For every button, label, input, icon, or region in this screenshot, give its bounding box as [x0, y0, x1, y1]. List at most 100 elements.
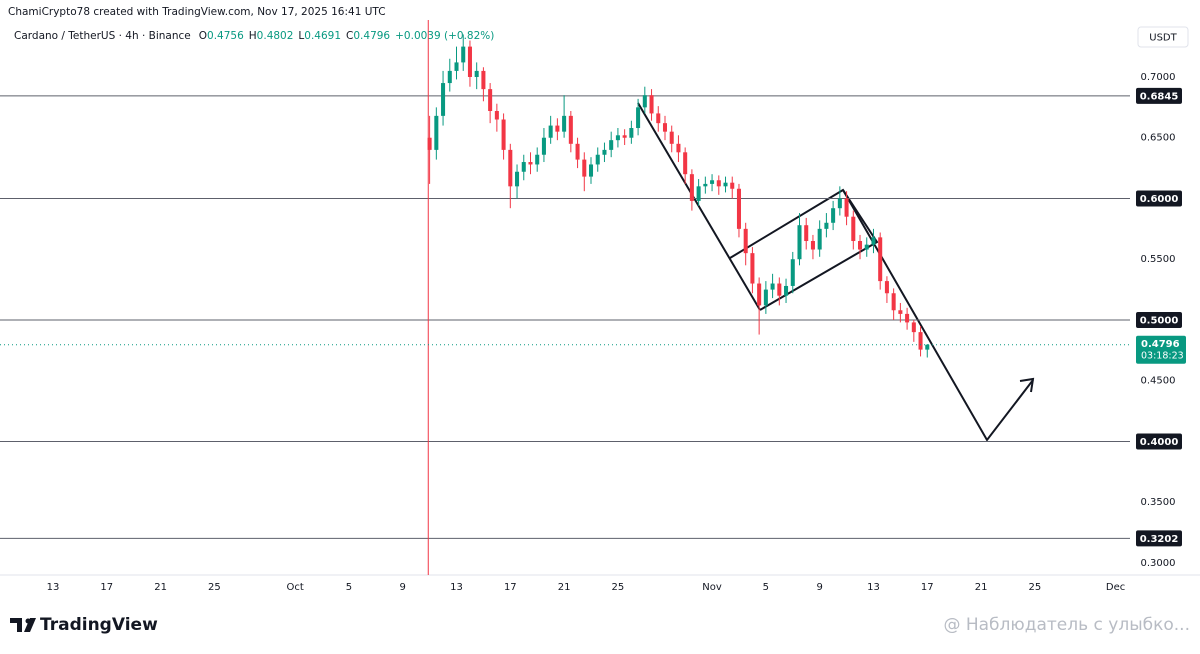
- candle-body: [636, 107, 641, 129]
- arrow-head: [1019, 377, 1035, 393]
- candle-body: [784, 285, 789, 296]
- candle-body: [858, 241, 863, 250]
- projection-path: [842, 189, 1034, 442]
- logo-text: TradingView: [40, 615, 158, 635]
- candle-body: [911, 322, 916, 333]
- legend-low: 0.4691: [304, 30, 341, 42]
- candle-body: [481, 70, 486, 90]
- logo: TradingView: [10, 615, 158, 635]
- currency-box[interactable]: [1137, 26, 1189, 48]
- level-label: 0.6845: [1140, 91, 1179, 102]
- candle-body: [696, 186, 701, 201]
- candle-body: [568, 115, 573, 144]
- candle-body: [757, 283, 762, 306]
- candle-body: [689, 174, 694, 201]
- candle-body: [588, 164, 594, 177]
- candle-body: [515, 171, 520, 187]
- currency[interactable]: USDT: [1149, 33, 1177, 44]
- legend-item: Cardano / TetherUS · 4h · Binance: [14, 30, 191, 42]
- candle-body: [723, 182, 728, 187]
- candle-body: [521, 162, 526, 172]
- level-label: 0.3202: [1140, 534, 1179, 545]
- y-tick-label: 0.7000: [1141, 72, 1176, 83]
- candle-body: [555, 125, 560, 132]
- candle-body: [925, 344, 930, 350]
- candle-body: [602, 149, 607, 155]
- trend-line: [637, 102, 761, 311]
- x-tick-label: Nov: [702, 582, 722, 593]
- countdown: 03:18:23: [1141, 350, 1184, 361]
- candle-body: [582, 159, 587, 177]
- x-tick-label: 17: [921, 582, 934, 593]
- candle-body: [676, 143, 681, 153]
- candle-body: [501, 119, 506, 150]
- x-tick-label: 21: [558, 582, 571, 593]
- x-tick-label: 25: [208, 582, 221, 593]
- header: ChamiCrypto78 created with TradingView.c…: [8, 6, 386, 18]
- candle-body: [595, 154, 600, 165]
- candle-body: [743, 228, 748, 254]
- candle-body: [441, 83, 446, 116]
- level-label: 0.6000: [1140, 194, 1179, 205]
- candle-body: [710, 180, 715, 184]
- candle-body: [562, 115, 567, 132]
- candle-body: [649, 95, 654, 114]
- legend-close: 0.4796: [353, 30, 390, 42]
- candle-body: [447, 70, 452, 84]
- candle-body: [871, 237, 876, 245]
- legend-item: O: [199, 30, 207, 42]
- candle-body: [683, 152, 688, 175]
- candle-body: [541, 137, 546, 155]
- x-tick-label: 21: [975, 582, 988, 593]
- x-tick-label: 17: [100, 582, 113, 593]
- candle-body: [656, 113, 661, 124]
- candle-body: [884, 281, 889, 294]
- candle-body: [905, 313, 910, 323]
- candle-body: [508, 149, 513, 187]
- x-tick-label: Dec: [1106, 582, 1125, 593]
- candle-body: [804, 225, 809, 242]
- candle-body: [831, 208, 836, 223]
- level-label: 0.5000: [1140, 315, 1179, 326]
- candle-body: [736, 188, 741, 229]
- legend-open: 0.4756: [207, 30, 244, 42]
- current-price-box: [1136, 335, 1186, 364]
- candle-body: [777, 283, 782, 296]
- x-tick-label: Oct: [286, 582, 303, 593]
- level-label-box: [1136, 433, 1182, 450]
- candle-body: [669, 131, 674, 144]
- y-tick-label: 0.4500: [1141, 376, 1176, 387]
- y-tick-label: 0.6500: [1141, 133, 1176, 144]
- candle-body: [797, 225, 802, 260]
- x-tick-label: 13: [450, 582, 463, 593]
- candle-body: [891, 293, 896, 311]
- legend-item: H: [249, 30, 257, 42]
- candle-body: [750, 253, 755, 284]
- candle-body: [609, 140, 614, 150]
- candle-body: [851, 216, 856, 242]
- candle-body: [817, 228, 822, 250]
- y-tick-label: 0.5500: [1141, 254, 1176, 265]
- candle-body: [824, 222, 829, 229]
- candle-body: [474, 70, 479, 77]
- legend: Cardano / TetherUS · 4h · Binance O0.4756…: [14, 30, 494, 42]
- legend-item: C: [346, 30, 353, 42]
- x-tick-label: 17: [504, 582, 517, 593]
- x-tick-label: 25: [612, 582, 625, 593]
- candle-body: [837, 198, 842, 209]
- candle-body: [662, 123, 668, 132]
- candle-body: [615, 135, 620, 141]
- candle-body: [467, 46, 472, 77]
- x-tick-label: 9: [816, 582, 822, 593]
- x-tick-label: 5: [763, 582, 769, 593]
- candle-body: [878, 237, 883, 282]
- y-tick-label: 0.3500: [1141, 497, 1176, 508]
- level-label-box: [1136, 87, 1182, 104]
- legend-item: +0.0039 (+0.82%): [395, 30, 494, 42]
- candle-body: [494, 111, 499, 120]
- candle-body: [790, 259, 795, 286]
- candle-body: [434, 115, 439, 150]
- candle-body: [575, 143, 580, 160]
